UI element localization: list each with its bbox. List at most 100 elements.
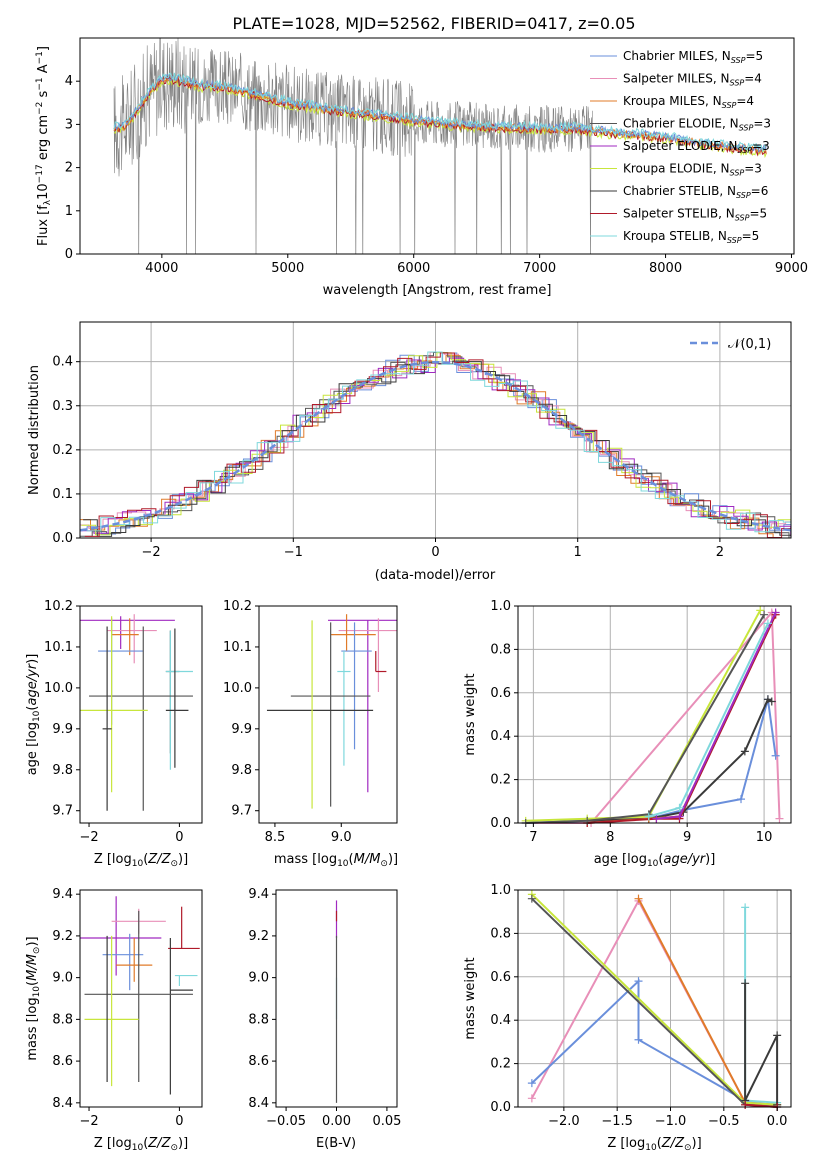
weight-point-marker [634, 1035, 643, 1044]
plot-area [80, 896, 200, 1095]
x-tick-label: −1.0 [655, 1114, 687, 1129]
y-tick-label: 0.0 [490, 1100, 511, 1115]
y-tick-label: 8.6 [248, 1054, 269, 1069]
weight-point-marker [527, 894, 536, 903]
x-axis-label: mass [log10(M/M⊙)] [274, 852, 398, 869]
x-tick-label: 7 [529, 830, 537, 845]
weight-series-chabrier_miles [525, 699, 777, 824]
panel-age_vs_mass: 8.5 9.0 9.7 9.8 9.9 10.0 10.1 10.2 mass [log10(M… [223, 599, 398, 869]
x-tick-label: 0.0 [767, 1114, 788, 1129]
x-tick-label: 1 [574, 545, 582, 560]
weight-point-marker [763, 695, 772, 704]
legend-label: Kroupa STELIB, NSSP=5 [623, 229, 759, 245]
model-spectrum-kroupa_stelib [113, 72, 767, 153]
legend-label: Kroupa ELODIE, NSSP=3 [623, 162, 762, 178]
x-tick-label: −2 [79, 830, 98, 845]
y-tick-label: 0.0 [52, 531, 73, 546]
legend-label: 𝒩(0,1) [728, 337, 771, 352]
weight-point-marker [773, 1031, 782, 1040]
y-tick-label: 9.8 [52, 763, 73, 778]
y-tick-label: 9.2 [52, 929, 73, 944]
legend-label: Salpeter MILES, NSSP=4 [623, 72, 762, 88]
y-tick-label: 0 [65, 247, 73, 262]
weight-point-marker [675, 803, 684, 812]
x-axis-label: Z [log10(Z/Z⊙)] [607, 1136, 701, 1153]
axes-frame [517, 889, 792, 1108]
x-tick-label: 0.05 [372, 1114, 401, 1129]
histogram-salpeter_stelib [84, 352, 791, 538]
panel-residuals: −2 −1 0 1 2 0.0 0.1 0.2 0.3 0.4 𝒩(0,1) (data-model)… [27, 321, 792, 583]
legend-label: Chabrier ELODIE, NSSP=3 [623, 117, 771, 133]
histogram-kroupa_elodie [81, 352, 791, 536]
x-tick-label: −2.0 [548, 1114, 580, 1129]
x-tick-label: 4000 [145, 261, 178, 276]
x-tick-label: −0.5 [708, 1114, 740, 1129]
weight-point-marker [775, 814, 784, 823]
y-tick-label: 0.3 [52, 399, 73, 414]
data-spectrum-line [113, 38, 593, 254]
x-tick-label: 7000 [523, 261, 556, 276]
y-tick-label: 1 [65, 204, 73, 219]
panel-mass_vs_z: −2 0 8.4 8.6 8.8 9.0 9.2 9.4 Z [log10(Z/Z⊙)] mass… [25, 887, 203, 1153]
x-tick-label: 0.00 [322, 1114, 351, 1129]
y-tick-label: 0.2 [52, 443, 73, 458]
histogram-salpeter_miles [80, 351, 791, 529]
y-tick-label: 8.6 [52, 1054, 73, 1069]
x-tick-label: 6000 [397, 261, 430, 276]
weight-series-chabrier_elodie [525, 614, 765, 824]
panel-age_vs_z: −2 0 9.7 9.8 9.9 10.0 10.1 10.2 Z [log10(Z/Z⊙)] a… [25, 599, 203, 869]
y-tick-label: 9.9 [52, 722, 73, 737]
y-tick-label: 8.8 [52, 1012, 73, 1027]
x-axis-label: wavelength [Angstrom, rest frame] [323, 283, 552, 298]
weight-point-marker [771, 751, 780, 760]
x-tick-label: 8.5 [265, 830, 286, 845]
axes-frame [79, 605, 203, 824]
y-tick-label: 9.8 [231, 763, 252, 778]
x-axis-label: E(B-V) [316, 1136, 356, 1151]
y-tick-label: 0.0 [490, 816, 511, 831]
weight-series-chabrier_stelib [744, 983, 779, 1105]
spectrum-title: PLATE=1028, MJD=52562, FIBERID=0417, z=0… [232, 14, 635, 33]
weight-series-kroupa_stelib [744, 907, 778, 1104]
weight-point-marker [740, 747, 749, 756]
y-tick-label: 9.0 [248, 971, 269, 986]
y-tick-label: 0.4 [490, 729, 511, 744]
x-axis-label: Z [log10(Z/Z⊙)] [94, 1136, 188, 1153]
x-tick-label: −2 [79, 1114, 98, 1129]
y-tick-label: 9.4 [248, 887, 269, 902]
axes-frame [79, 889, 203, 1108]
weight-point-marker [527, 1079, 536, 1088]
x-axis-label: age [log10(age/yr)] [594, 852, 716, 869]
weight-point-marker [652, 814, 661, 823]
y-tick-label: 10.0 [44, 681, 73, 696]
x-tick-label: 9.0 [331, 830, 352, 845]
weight-point-marker [767, 697, 776, 706]
weight-point-marker [644, 812, 653, 821]
x-tick-label: 0 [431, 545, 439, 560]
weight-point-marker [756, 606, 765, 615]
x-tick-label: 9 [683, 830, 691, 845]
y-tick-label: 9.2 [248, 929, 269, 944]
y-tick-label: 0.8 [490, 642, 511, 657]
y-tick-label: 10.2 [223, 599, 252, 614]
weight-point-marker [527, 1094, 536, 1103]
histogram-chabrier_elodie [80, 352, 791, 538]
weight-point-marker [634, 894, 643, 903]
weight-point-marker [675, 812, 684, 821]
y-tick-label: 3 [65, 117, 73, 132]
histogram-salpeter_elodie [80, 357, 791, 537]
y-tick-label: 0.6 [490, 970, 511, 985]
y-axis-label: mass weight [463, 673, 478, 755]
y-tick-label: 10.0 [223, 681, 252, 696]
x-tick-label: −2 [142, 545, 161, 560]
y-tick-label: 9.9 [231, 722, 252, 737]
y-tick-label: 9.7 [52, 804, 73, 819]
weight-point-marker [763, 619, 772, 628]
y-axis-label: age [log10(age/yr)] [25, 654, 42, 776]
weight-point-marker [634, 977, 643, 986]
x-tick-label: 9000 [775, 261, 808, 276]
y-tick-label: 0.4 [52, 355, 73, 370]
y-axis-label: mass [log10(M/M⊙)] [25, 936, 42, 1060]
weight-point-marker [771, 608, 780, 617]
